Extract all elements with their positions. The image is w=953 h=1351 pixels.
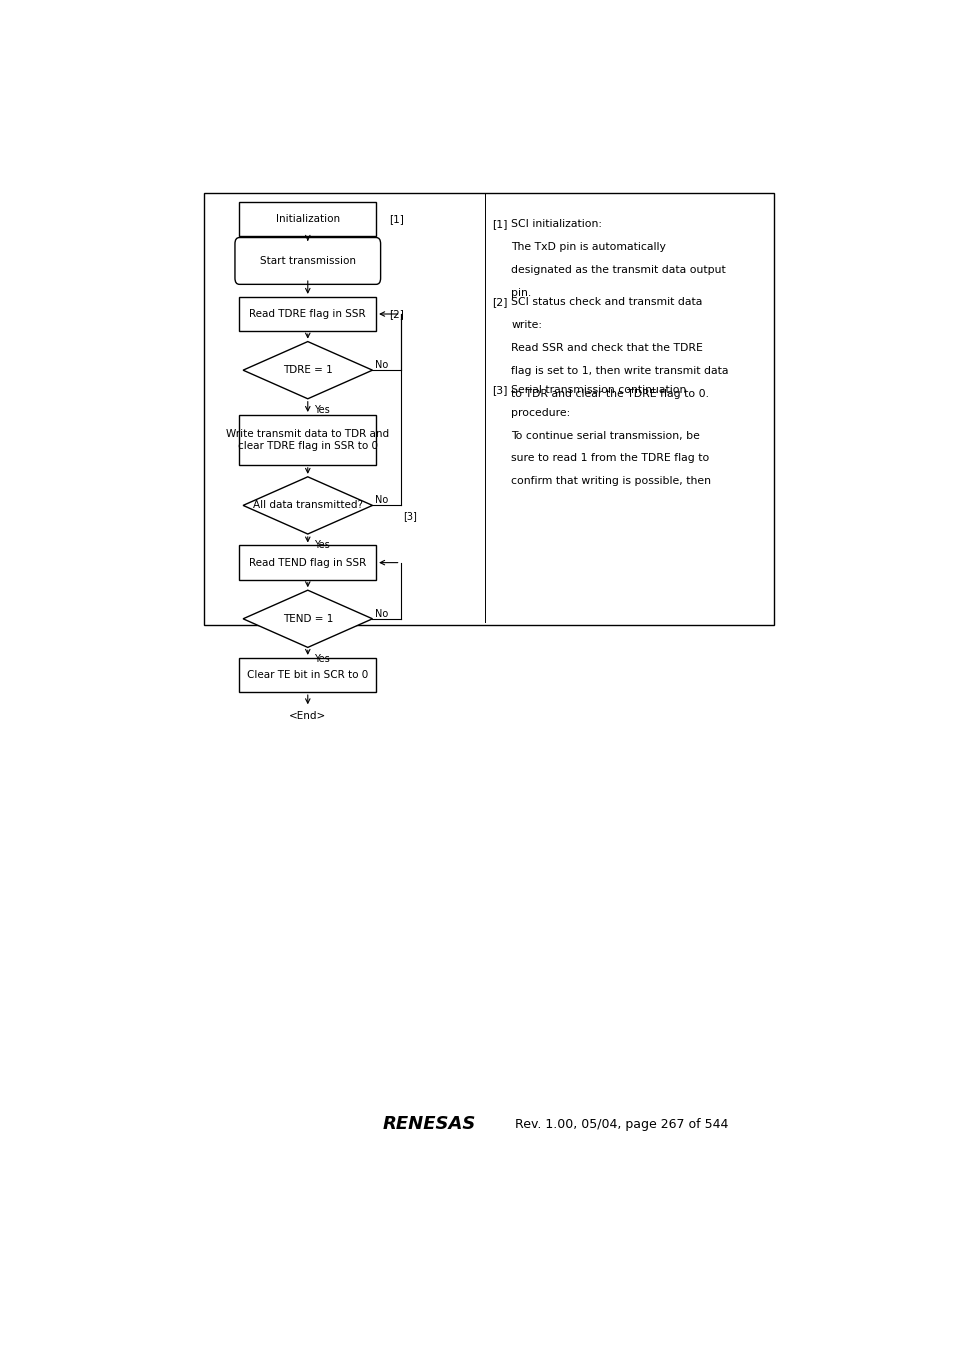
Text: Yes: Yes: [314, 540, 329, 550]
Text: SCI status check and transmit data: SCI status check and transmit data: [511, 297, 701, 308]
Text: [1]: [1]: [492, 219, 508, 230]
Text: [3]: [3]: [402, 511, 416, 520]
Text: Yes: Yes: [314, 405, 329, 415]
Text: sure to read 1 from the TDRE flag to: sure to read 1 from the TDRE flag to: [511, 454, 709, 463]
Text: RENESAS: RENESAS: [383, 1116, 476, 1133]
Text: To continue serial transmission, be: To continue serial transmission, be: [511, 431, 700, 440]
FancyBboxPatch shape: [234, 238, 380, 284]
Text: Initialization: Initialization: [275, 215, 339, 224]
Bar: [239, 658, 375, 692]
Text: Yes: Yes: [314, 654, 329, 663]
Text: [1]: [1]: [389, 215, 404, 224]
Text: All data transmitted?: All data transmitted?: [253, 500, 362, 511]
Text: write:: write:: [511, 320, 541, 330]
Text: No: No: [375, 359, 388, 370]
Text: TDRE = 1: TDRE = 1: [283, 365, 333, 376]
Text: Read TEND flag in SSR: Read TEND flag in SSR: [249, 558, 366, 567]
Text: SCI initialization:: SCI initialization:: [511, 219, 601, 230]
Polygon shape: [243, 342, 372, 399]
Text: The TxD pin is automatically: The TxD pin is automatically: [511, 242, 665, 253]
Text: Write transmit data to TDR and
clear TDRE flag in SSR to 0: Write transmit data to TDR and clear TDR…: [226, 428, 389, 451]
Text: Clear TE bit in SCR to 0: Clear TE bit in SCR to 0: [247, 670, 368, 680]
Text: to TDR and clear the TDRE flag to 0.: to TDR and clear the TDRE flag to 0.: [511, 389, 708, 399]
Text: TEND = 1: TEND = 1: [282, 613, 333, 624]
Text: Read TDRE flag in SSR: Read TDRE flag in SSR: [250, 309, 366, 319]
Text: [2]: [2]: [389, 309, 404, 319]
Text: [2]: [2]: [492, 297, 508, 308]
Text: confirm that writing is possible, then: confirm that writing is possible, then: [511, 477, 710, 486]
Bar: [239, 203, 375, 236]
Text: [3]: [3]: [492, 385, 508, 394]
Text: No: No: [375, 608, 388, 619]
Text: Serial transmission continuation: Serial transmission continuation: [511, 385, 686, 394]
Polygon shape: [243, 590, 372, 647]
Text: Read SSR and check that the TDRE: Read SSR and check that the TDRE: [511, 343, 702, 353]
Text: pin.: pin.: [511, 288, 531, 299]
Bar: [204, 193, 773, 626]
Bar: [239, 297, 375, 331]
Text: flag is set to 1, then write transmit data: flag is set to 1, then write transmit da…: [511, 366, 728, 376]
Text: procedure:: procedure:: [511, 408, 570, 417]
Bar: [239, 546, 375, 580]
Polygon shape: [243, 477, 372, 534]
Text: <End>: <End>: [289, 711, 326, 720]
Text: Rev. 1.00, 05/04, page 267 of 544: Rev. 1.00, 05/04, page 267 of 544: [515, 1117, 728, 1131]
Text: No: No: [375, 496, 388, 505]
Text: Start transmission: Start transmission: [259, 255, 355, 266]
Bar: [239, 415, 375, 465]
Text: designated as the transmit data output: designated as the transmit data output: [511, 265, 725, 276]
